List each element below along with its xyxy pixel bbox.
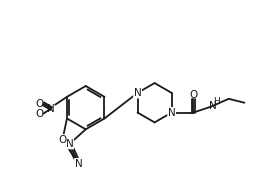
Text: N: N (75, 159, 82, 169)
Text: O: O (35, 109, 44, 119)
Text: N: N (134, 88, 141, 98)
Text: O: O (58, 135, 67, 145)
Text: N: N (168, 108, 176, 118)
Text: N: N (209, 101, 217, 111)
Text: O: O (189, 90, 197, 100)
Text: N: N (47, 104, 55, 114)
Text: O: O (35, 99, 44, 109)
Text: H: H (213, 97, 220, 106)
Text: N: N (66, 139, 74, 149)
